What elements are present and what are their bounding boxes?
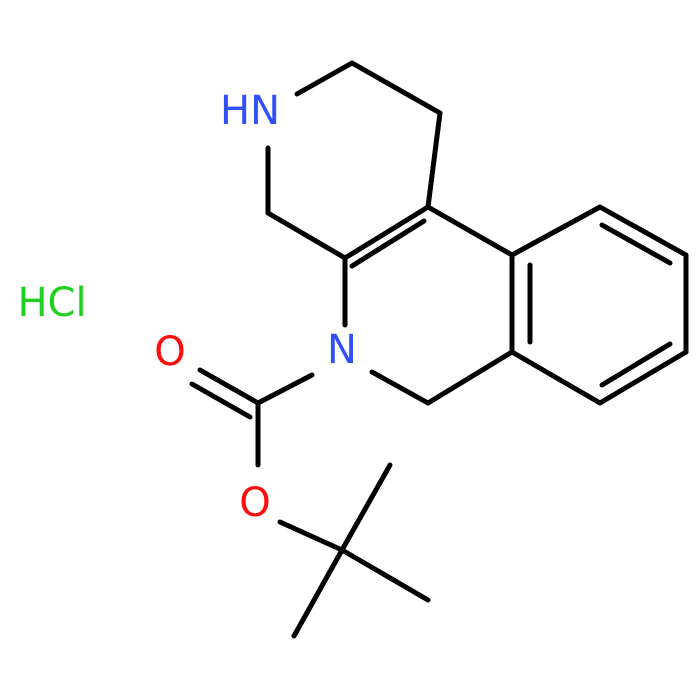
atom-label: HN [220, 88, 280, 134]
atom-label: N [327, 327, 357, 373]
bonds [189, 60, 689, 639]
atom-label: O [154, 329, 185, 375]
atom-label: O [239, 480, 270, 526]
salt-label: HCl [17, 280, 86, 326]
